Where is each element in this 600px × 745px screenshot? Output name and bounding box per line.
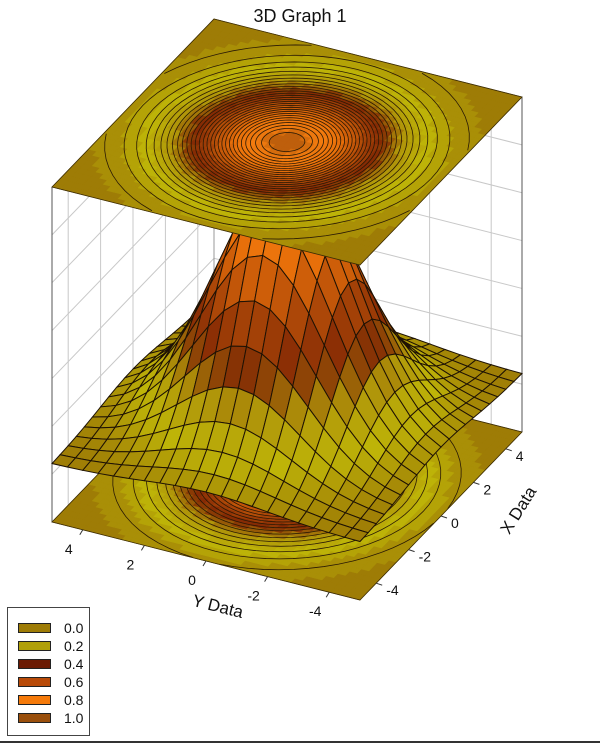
x-tick-label: 0 [451,515,459,531]
legend-swatch [18,713,51,723]
legend-label: 0.2 [64,638,84,654]
legend-item: 1.0 [18,711,83,725]
top-contour-plane [51,18,523,266]
y-tick-label: 2 [127,556,135,572]
y-tick-label: 0 [188,572,196,588]
y-axis-label: Y Data [191,591,246,622]
frame-border [0,741,600,743]
legend-swatch [18,695,51,705]
y-tick-label: 4 [65,541,73,557]
legend: 0.0 0.2 0.4 0.6 0.8 1.0 [7,607,90,736]
legend-swatch [18,677,51,687]
x-axis-label: X Data [497,483,541,538]
x-tick-label: 4 [516,448,524,464]
legend-label: 0.6 [64,674,84,690]
y-tick-label: -4 [309,603,322,619]
legend-swatch [18,641,51,651]
legend-label: 0.0 [64,620,84,636]
legend-swatch [18,659,51,669]
y-tick-label: -2 [247,588,260,604]
legend-label: 0.8 [64,692,84,708]
legend-item: 0.8 [18,693,83,707]
legend-label: 1.0 [64,710,84,726]
legend-swatch [18,623,51,633]
legend-item: 0.6 [18,675,83,689]
x-tick-label: -2 [419,549,432,565]
legend-item: 0.4 [18,657,83,671]
x-tick-label: -4 [386,582,399,598]
legend-item: 0.0 [18,621,83,635]
legend-item: 0.2 [18,639,83,653]
surface-mesh [51,167,523,543]
x-tick-label: 2 [483,481,491,497]
chart-title: 3D Graph 1 [253,6,347,26]
legend-label: 0.4 [64,656,84,672]
